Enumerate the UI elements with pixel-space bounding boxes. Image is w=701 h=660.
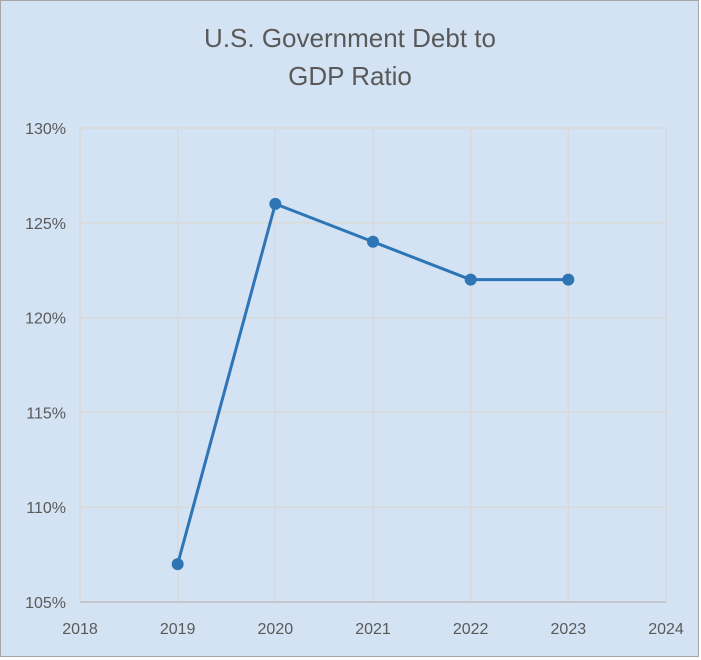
- data-point: [562, 273, 575, 286]
- x-tick-label: 2021: [355, 621, 391, 638]
- chart-title-line-2: GDP Ratio: [288, 61, 412, 91]
- x-tick-label: 2023: [551, 621, 587, 638]
- y-tick-label: 125%: [25, 216, 66, 233]
- y-tick-label: 120%: [25, 311, 66, 328]
- x-axis-tick-labels: 2018 2019 2020 2021 2022 2023 2024: [62, 621, 684, 638]
- x-tick-label: 2024: [648, 621, 684, 638]
- y-tick-label: 130%: [25, 121, 66, 138]
- data-point: [367, 235, 379, 248]
- x-tick-label: 2018: [62, 621, 98, 638]
- y-tick-label: 110%: [26, 500, 66, 517]
- grid: [79, 127, 667, 603]
- data-point: [171, 558, 184, 571]
- y-tick-label: 105%: [25, 595, 66, 612]
- data-point: [464, 273, 477, 286]
- y-axis-tick-labels: 105% 110% 115% 120% 125% 130%: [25, 121, 66, 612]
- y-tick-label: 115%: [26, 405, 66, 422]
- chart-title: U.S. Government Debt to GDP Ratio: [204, 23, 496, 91]
- chart-title-line-1: U.S. Government Debt to: [204, 23, 496, 53]
- x-tick-label: 2019: [160, 621, 196, 638]
- x-tick-label: 2020: [258, 621, 294, 638]
- data-point: [269, 197, 282, 210]
- series-layer: [171, 197, 575, 571]
- x-tick-label: 2022: [453, 621, 489, 638]
